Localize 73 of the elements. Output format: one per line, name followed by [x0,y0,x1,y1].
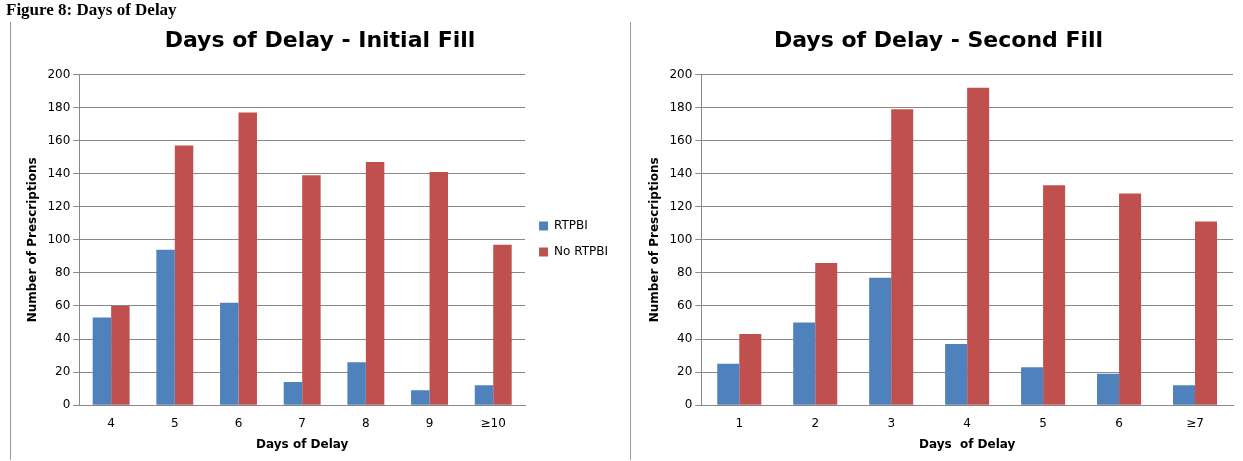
y-axis-title: Number of Prescriptions [647,157,662,323]
caption: Figure 8: Days of Delay [6,0,177,20]
y-tick-label: 40 [677,331,693,346]
x-axis-title: Days of Delay [256,436,349,451]
bar [474,385,494,405]
bar [493,244,512,405]
bar [111,305,130,405]
y-tick-label: 180 [47,99,71,114]
legend-label: No RTPBI [554,244,608,259]
bar [1021,367,1044,405]
bar [220,302,239,405]
y-tick-label: 160 [47,132,71,147]
bar [945,344,968,405]
bar [411,390,430,405]
x-tick-label: 9 [425,415,434,430]
x-tick-label: 1 [735,415,744,430]
x-tick-label: 6 [234,415,243,430]
y-tick-label: 40 [55,331,71,346]
bar [1097,373,1120,405]
bar [92,317,112,405]
x-tick-label: ≥10 [480,415,506,430]
x-tick-label: 5 [171,415,179,430]
x-tick-label: 3 [887,415,896,430]
bar [717,363,740,405]
bar [156,249,175,405]
x-axis-title: Days of Delay [918,436,1016,451]
x-tick-label: ≥7 [1186,415,1204,430]
bar [1195,221,1218,405]
y-tick-label: 0 [684,397,693,412]
bar [1043,185,1066,405]
y-tick-label: 120 [47,198,71,213]
y-tick-label: 20 [677,364,693,379]
y-tick-label: 0 [62,397,71,412]
y-tick-label: 140 [669,165,693,180]
bar [891,109,914,405]
bar [174,145,194,405]
y-tick-label: 60 [55,298,71,313]
y-tick-label: 160 [669,132,693,147]
x-tick-label: 7 [298,415,306,430]
x-tick-label: 8 [362,415,370,430]
y-tick-label: 20 [55,364,71,379]
bar [1119,193,1142,405]
bar [1172,385,1196,405]
y-axis-title: Number of Prescriptions [25,157,40,323]
y-tick-label: 80 [55,265,71,280]
y-tick-label: 180 [669,99,693,114]
x-tick-label: 6 [1115,415,1123,430]
x-tick-label: 4 [963,415,971,430]
bar [365,162,385,405]
bar [793,322,816,405]
y-tick-label: 80 [677,265,693,280]
y-tick-label: 200 [47,66,71,81]
x-tick-label: 2 [811,415,820,430]
bar [283,382,303,405]
bar [302,175,321,405]
chart-title: Days of Delay - Initial Fill [164,26,476,52]
bar [815,262,838,405]
bar [869,277,892,405]
x-tick-label: 5 [1039,415,1047,430]
y-tick-label: 140 [47,165,71,180]
y-tick-label: 100 [47,231,71,246]
chart-title: Days of Delay - Second Fill [773,26,1104,52]
bar [967,87,990,405]
x-tick-label: 4 [107,415,115,430]
bar [429,171,449,405]
legend-label: RTPBI [554,218,588,233]
y-tick-label: 120 [669,198,693,213]
y-tick-label: 100 [669,231,693,246]
bar [739,334,762,405]
bar [238,112,257,405]
y-tick-label: 60 [677,298,693,313]
bar [347,362,366,405]
y-tick-label: 200 [669,66,693,81]
